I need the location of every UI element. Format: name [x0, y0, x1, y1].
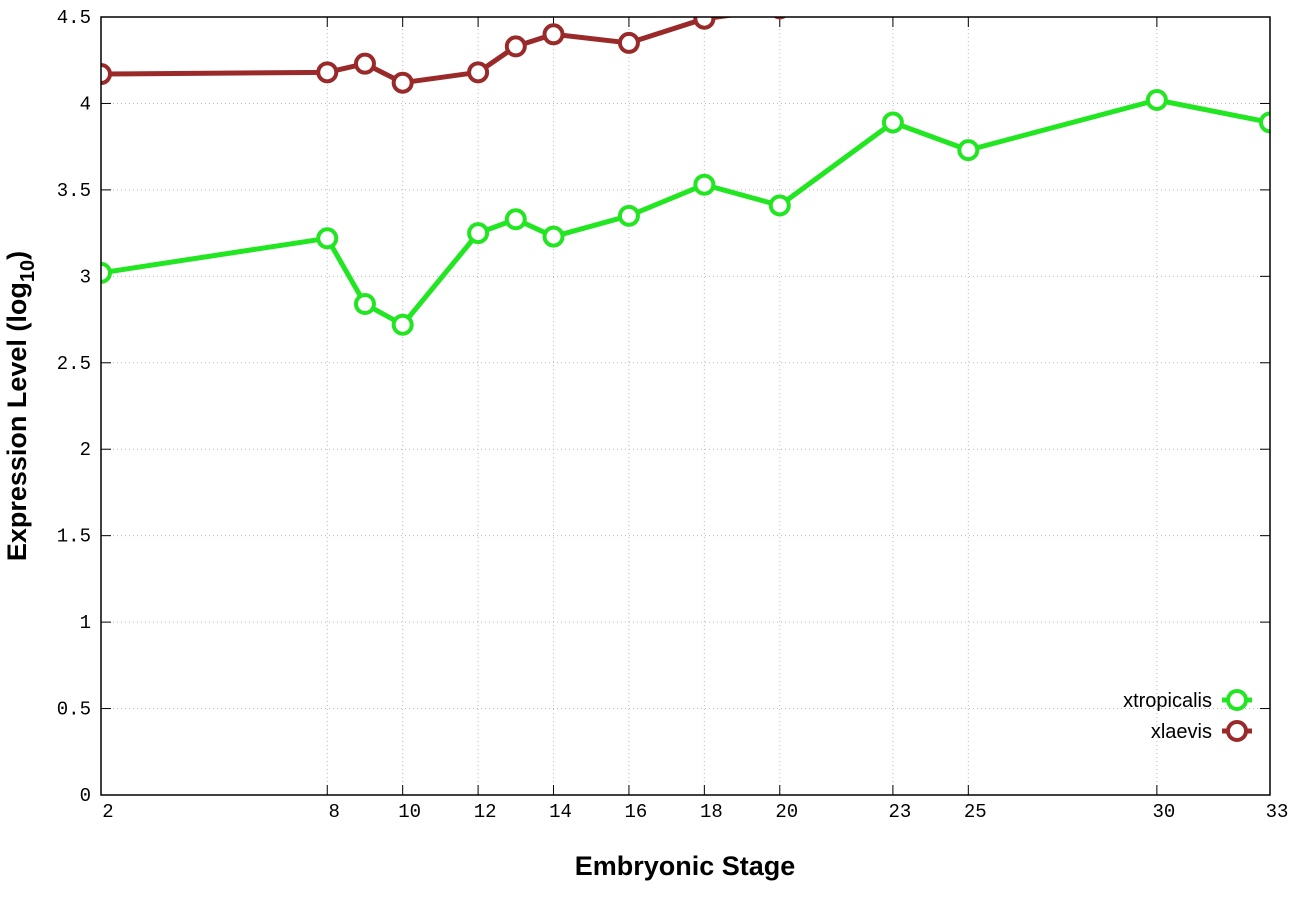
- data-point: [1145, 88, 1168, 111]
- data-point: [693, 173, 716, 196]
- x-tick-label: 10: [398, 801, 421, 823]
- y-tick-label: 1.5: [57, 526, 91, 548]
- series-line: [101, 97, 1270, 328]
- y-tick-label: 4: [80, 93, 91, 115]
- x-tick-label: 25: [964, 801, 987, 823]
- data-point: [617, 31, 640, 54]
- data-point: [881, 111, 904, 134]
- data-point: [101, 261, 112, 284]
- data-point: [504, 208, 527, 231]
- x-tick-label: 2: [102, 801, 113, 823]
- y-tick-label: 3.5: [57, 180, 91, 202]
- y-tick-label: 0.5: [57, 699, 91, 721]
- y-label-tail: ): [2, 251, 32, 260]
- y-tick-label: 2: [80, 439, 91, 461]
- data-point: [542, 23, 565, 46]
- x-tick-label: 18: [700, 801, 723, 823]
- data-point: [1259, 111, 1270, 134]
- x-tick-label: 30: [1152, 801, 1175, 823]
- x-tick-label: 23: [888, 801, 911, 823]
- y-tick-label: 0: [80, 785, 91, 807]
- plot-frame: [100, 16, 1271, 796]
- x-tick-label: 14: [549, 801, 572, 823]
- data-point: [353, 52, 376, 75]
- grid: [100, 16, 1271, 796]
- series-line: [101, 17, 736, 86]
- x-tick-label: 33: [1266, 801, 1289, 823]
- y-label-sub: 10: [17, 260, 39, 282]
- data-point: [467, 61, 490, 84]
- x-tick-label: 16: [625, 801, 648, 823]
- x-axis-label: Embryonic Stage: [575, 851, 796, 881]
- data-point: [353, 292, 376, 315]
- data-point: [768, 194, 791, 217]
- legend: xtropicalis xlaevis: [1123, 689, 1252, 743]
- legend-label: xtropicalis: [1123, 690, 1212, 712]
- x-tick-label: 20: [775, 801, 798, 823]
- data-point: [773, 17, 787, 20]
- y-tick-label: 4.5: [57, 7, 91, 29]
- data-point: [957, 139, 980, 162]
- data-point: [101, 63, 112, 86]
- data-point: [316, 61, 339, 84]
- data-point: [391, 71, 414, 94]
- y-tick-label: 1: [80, 612, 91, 634]
- y-label-text: Expression Level (log: [2, 282, 32, 561]
- x-tick-label: 8: [329, 801, 340, 823]
- legend-marker: [1226, 720, 1248, 742]
- data-point: [542, 225, 565, 248]
- data-point: [693, 17, 716, 30]
- data-point: [316, 227, 339, 250]
- data-point: [391, 313, 414, 336]
- y-tick-label: 2.5: [57, 353, 91, 375]
- y-axis-label: Expression Level (log10): [2, 251, 39, 561]
- legend-marker: [1226, 689, 1248, 711]
- data-point: [467, 222, 490, 245]
- x-tick-label: 12: [474, 801, 497, 823]
- plot-area: [101, 17, 1270, 336]
- data-point: [617, 204, 640, 227]
- data-point: [504, 35, 527, 58]
- y-tick-label: 3: [80, 266, 91, 288]
- legend-label: xlaevis: [1151, 721, 1212, 743]
